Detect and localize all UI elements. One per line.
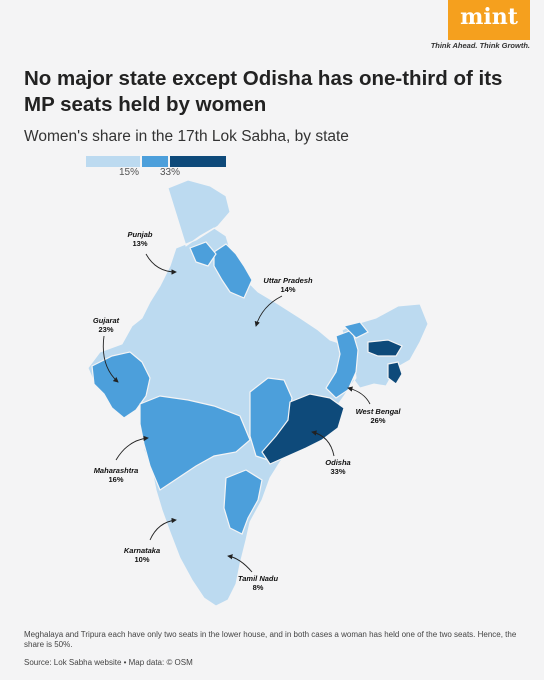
legend-tick-33: 33% [160,167,181,178]
label-maharashtra-name: Maharashtra [93,466,139,475]
label-tamil-nadu-value: 8% [252,583,264,592]
label-maharashtra: Maharashtra 16% [86,466,146,484]
state-meghalaya [367,339,403,357]
label-odisha-value: 33% [330,467,346,476]
legend-tick-15: 15% [119,167,140,178]
color-legend [86,156,226,167]
arrow-tamil-nadu [227,554,253,573]
page-title: No major state except Odisha has one-thi… [24,67,503,116]
state-odisha [261,393,345,465]
label-gujarat-name: Gujarat [92,316,120,325]
label-uttar-pradesh: Uttar Pradesh 14% [256,276,320,294]
footnote: Meghalaya and Tripura each have only two… [24,630,517,649]
label-punjab-value: 13% [132,239,148,248]
label-gujarat: Gujarat 23% [84,316,128,334]
label-maharashtra-value: 16% [108,475,124,484]
label-west-bengal-value: 26% [370,416,386,425]
label-punjab: Punjab 13% [118,230,162,248]
arrow-uttar-pradesh [254,295,283,327]
label-karnataka: Karnataka 10% [114,546,170,564]
label-karnataka-value: 10% [134,555,150,564]
legend-swatch-high [170,156,226,167]
page-subtitle: Women's share in the 17th Lok Sabha, by … [24,128,349,145]
state-andhra [223,469,263,535]
arrow-gujarat [102,335,119,383]
label-uttar-pradesh-value: 14% [280,285,296,294]
label-uttar-pradesh-name: Uttar Pradesh [263,276,313,285]
label-karnataka-name: Karnataka [123,546,161,555]
label-gujarat-value: 23% [98,325,114,334]
logo-tagline: Think Ahead. Think Growth. [430,41,530,50]
label-west-bengal: West Bengal 26% [350,407,406,425]
state-tripura [387,361,403,385]
label-odisha: Odisha 33% [316,458,360,476]
arrow-punjab [145,253,177,275]
label-tamil-nadu-name: Tamil Nadu [237,574,279,583]
label-tamil-nadu: Tamil Nadu 8% [230,574,286,592]
state-west-bengal [325,329,359,399]
label-odisha-name: Odisha [325,458,351,467]
label-west-bengal-name: West Bengal [355,407,401,416]
state-assam [342,321,369,339]
logo-wordmark: mint [460,4,518,30]
legend-swatch-mid [142,156,168,167]
source-line: Source: Lok Sabha website • Map data: © … [24,658,193,667]
state-uttarakhand [213,243,253,299]
mint-logo: mint [448,0,530,40]
arrow-karnataka [149,517,177,541]
arrow-odisha [311,430,335,457]
state-maharashtra [139,395,251,491]
state-himachal [189,241,217,267]
label-punjab-name: Punjab [127,230,153,239]
legend-swatch-low [86,156,140,167]
arrow-west-bengal [347,386,371,405]
arrow-maharashtra [115,435,149,461]
